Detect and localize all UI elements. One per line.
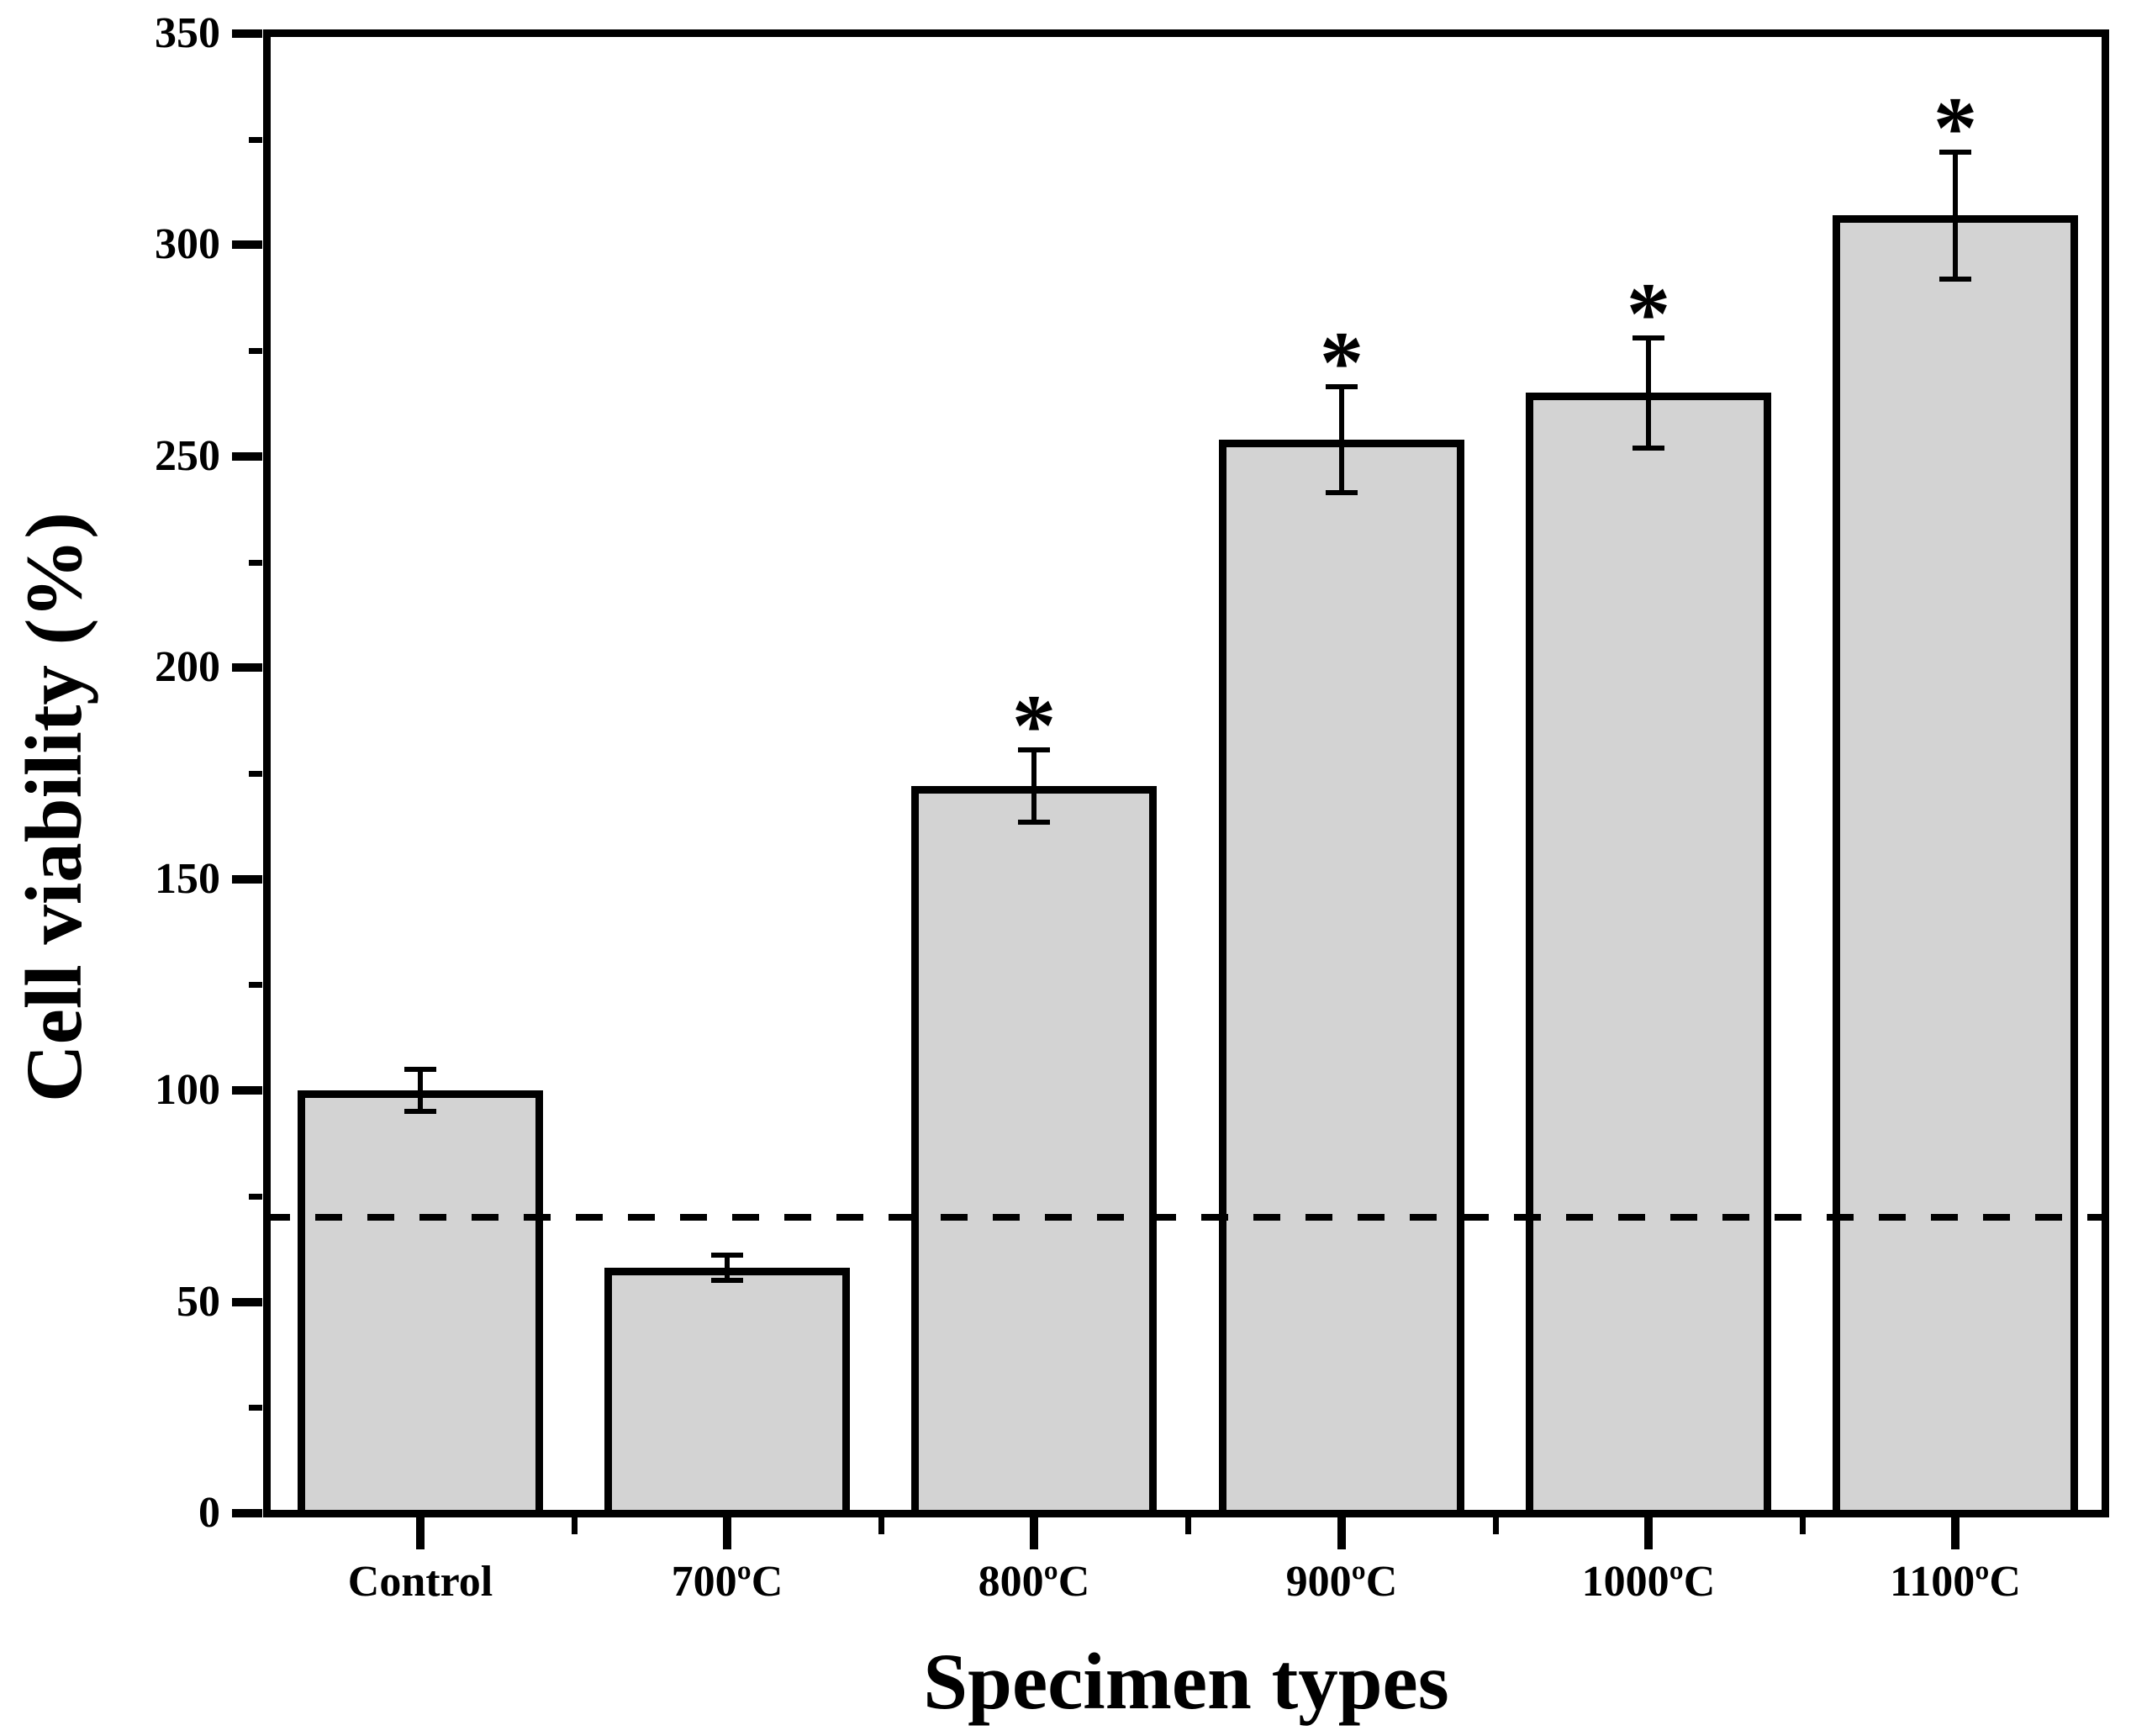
- y-minor-tick: [249, 1405, 262, 1411]
- y-major-tick: [232, 452, 262, 461]
- y-minor-tick: [249, 348, 262, 354]
- bar-1100c: [1833, 215, 2078, 1517]
- x-tick-label: 1000ºC: [1581, 1558, 1716, 1606]
- error-bar-stem: [418, 1069, 423, 1111]
- x-tick-label: 700ºC: [671, 1558, 783, 1606]
- y-tick-label: 50: [177, 1278, 220, 1326]
- error-bar-cap-top: [1939, 150, 1971, 155]
- error-bar-stem: [1646, 338, 1651, 448]
- error-bar-cap-bottom: [1633, 446, 1664, 451]
- y-tick-label: 200: [155, 643, 220, 691]
- bar-900c: [1219, 440, 1464, 1517]
- x-tick-label: 900ºC: [1285, 1558, 1398, 1606]
- x-major-tick: [416, 1517, 425, 1549]
- x-minor-tick: [1185, 1517, 1191, 1534]
- y-major-tick: [232, 1298, 262, 1306]
- reference-dashed-line: [263, 1214, 2109, 1221]
- y-major-tick: [232, 1509, 262, 1517]
- x-minor-tick: [572, 1517, 578, 1534]
- x-minor-tick: [878, 1517, 884, 1534]
- error-bar-stem: [1339, 387, 1344, 493]
- y-tick-label: 0: [198, 1489, 220, 1537]
- x-major-tick: [723, 1517, 731, 1549]
- error-bar-stem: [1953, 152, 1958, 279]
- bar-800c: [911, 786, 1157, 1517]
- y-minor-tick: [249, 1194, 262, 1200]
- error-bar-cap-bottom: [1939, 277, 1971, 282]
- error-bar-stem: [1031, 750, 1036, 822]
- bar-700c: [604, 1268, 850, 1517]
- y-tick-label: 150: [155, 855, 220, 903]
- bar-1000c: [1526, 393, 1771, 1517]
- bar-control: [298, 1090, 543, 1517]
- x-tick-label: 1100ºC: [1890, 1558, 2021, 1606]
- y-major-tick: [232, 240, 262, 249]
- y-minor-tick: [249, 982, 262, 988]
- error-bar-cap-top: [404, 1067, 436, 1072]
- error-bar-cap-top: [1326, 384, 1358, 389]
- y-minor-tick: [249, 771, 262, 777]
- error-bar-stem: [725, 1255, 730, 1280]
- error-bar-cap-top: [1633, 335, 1664, 340]
- y-major-tick: [232, 29, 262, 38]
- error-bar-cap-bottom: [404, 1109, 436, 1114]
- x-axis-title: Specimen types: [923, 1637, 1449, 1726]
- error-bar-cap-top: [711, 1253, 743, 1258]
- y-tick-label: 100: [155, 1066, 220, 1114]
- x-minor-tick: [1493, 1517, 1499, 1534]
- y-major-tick: [232, 875, 262, 884]
- significance-asterisk: *: [1933, 78, 1978, 177]
- y-tick-label: 300: [155, 220, 220, 268]
- x-major-tick: [1951, 1517, 1960, 1549]
- y-minor-tick: [249, 560, 262, 566]
- y-axis-title: Cell viability (%): [9, 512, 98, 1102]
- error-bar-cap-bottom: [1018, 820, 1050, 825]
- y-tick-label: 250: [155, 432, 220, 480]
- y-major-tick: [232, 1086, 262, 1095]
- error-bar-cap-top: [1018, 747, 1050, 752]
- error-bar-cap-bottom: [711, 1278, 743, 1283]
- x-tick-label: Control: [347, 1558, 493, 1606]
- significance-asterisk: *: [1626, 264, 1671, 362]
- error-bar-cap-bottom: [1326, 490, 1358, 495]
- x-major-tick: [1337, 1517, 1346, 1549]
- significance-asterisk: *: [1319, 313, 1364, 411]
- y-major-tick: [232, 663, 262, 672]
- x-minor-tick: [1800, 1517, 1806, 1534]
- x-major-tick: [1030, 1517, 1038, 1549]
- significance-asterisk: *: [1011, 676, 1057, 774]
- x-major-tick: [1644, 1517, 1653, 1549]
- y-tick-label: 350: [155, 9, 220, 57]
- x-tick-label: 800ºC: [978, 1558, 1090, 1606]
- y-minor-tick: [249, 137, 262, 143]
